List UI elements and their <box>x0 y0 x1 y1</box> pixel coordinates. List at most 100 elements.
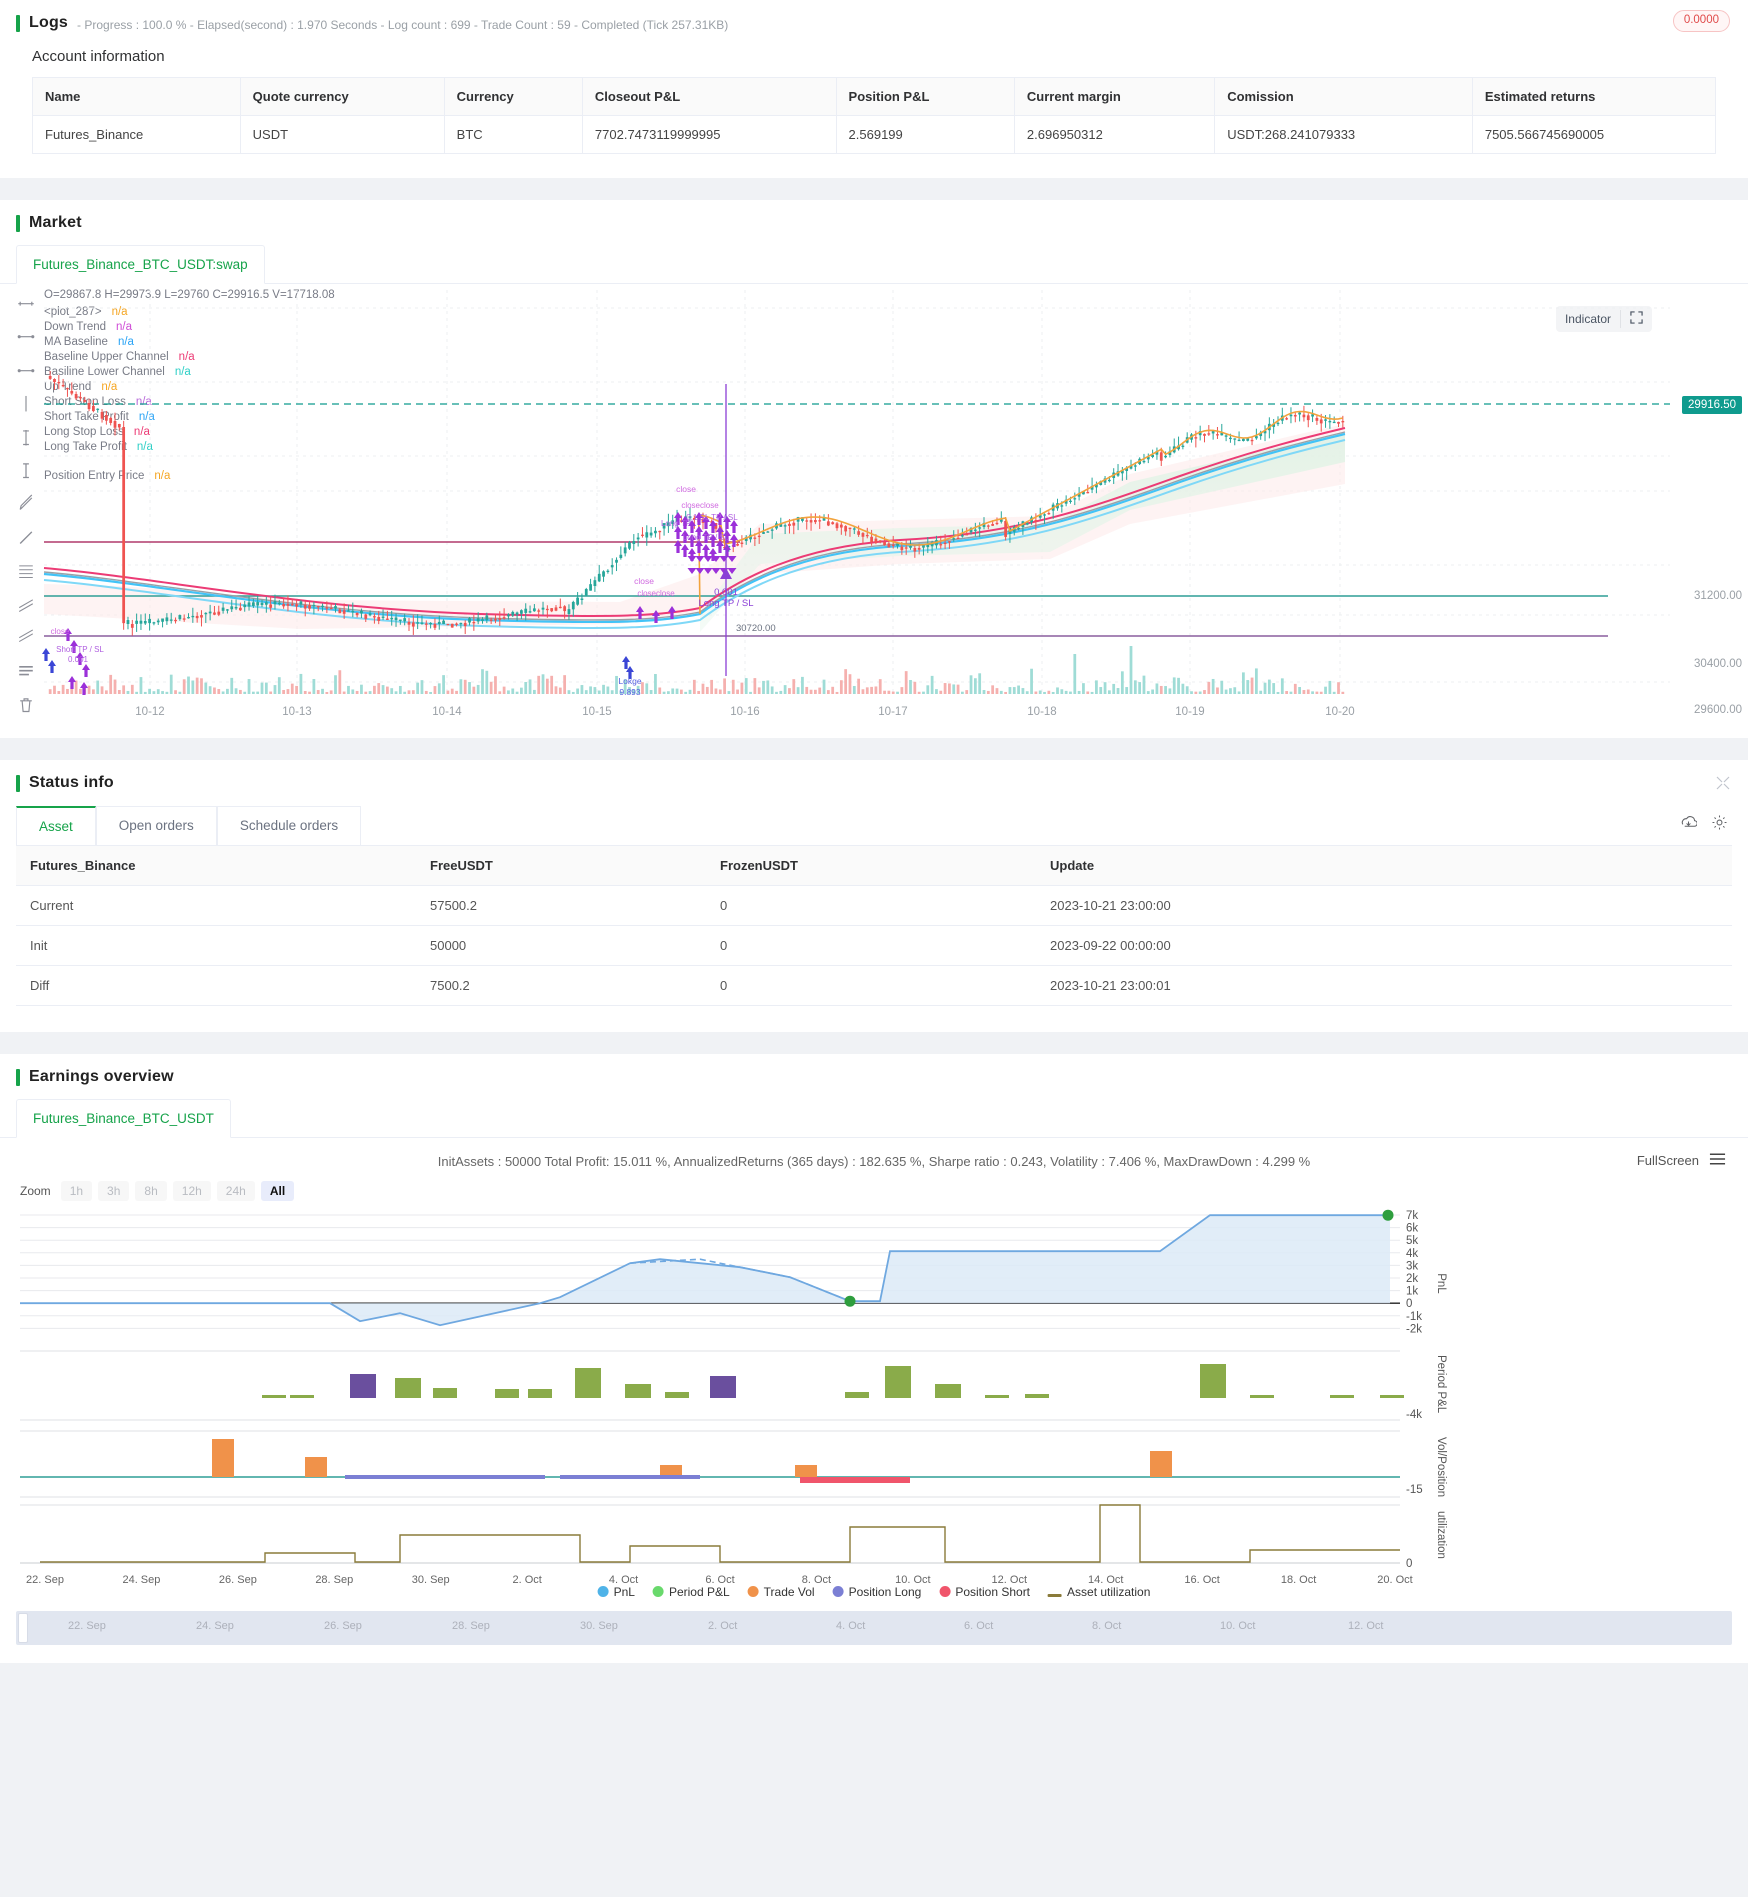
tab-schedule-orders[interactable]: Schedule orders <box>216 806 362 845</box>
cross-cursor-icon[interactable] <box>16 294 36 313</box>
trend-line-icon[interactable] <box>16 327 36 346</box>
status-info-header: Status info <box>0 760 1748 798</box>
chart-drawing-toolbar[interactable] <box>8 294 44 714</box>
time-tick: 10-18 <box>1027 706 1057 718</box>
navigator-tick: 4. Oct <box>836 1620 866 1632</box>
indicator-button[interactable]: Indicator <box>1555 306 1652 332</box>
legend-period-pl[interactable]: Period P&L <box>652 1585 730 1599</box>
zoom-12h-button[interactable]: 12h <box>172 1181 211 1201</box>
ma-ribbon-cyan-2 <box>43 439 1346 629</box>
parallel-channel-icon[interactable] <box>16 595 36 614</box>
svg-text:30. Sep: 30. Sep <box>412 1574 450 1586</box>
tab-futures-binance-btc-usdt[interactable]: Futures_Binance_BTC_USDT <box>16 1099 231 1138</box>
tab-open-orders[interactable]: Open orders <box>95 806 217 845</box>
tp-arrow-icon <box>720 568 732 579</box>
tab-futures-binance-btc-usdt-swap[interactable]: Futures_Binance_BTC_USDT:swap <box>16 245 265 284</box>
zoom-8h-button[interactable]: 8h <box>135 1181 167 1201</box>
vertical-line-icon[interactable] <box>16 394 36 413</box>
market-chart[interactable]: O=29867.8 H=29973.9 L=29760 C=29916.5 V=… <box>0 284 1748 973</box>
cell-row-label: Init <box>16 925 416 966</box>
cell-frozen-usdt: 0 <box>706 965 1036 1006</box>
legend-item-plot287: <plot_287> n/a <box>44 305 335 320</box>
svg-text:utilization: utilization <box>1435 1511 1447 1559</box>
col-position-pl: Position P&L <box>835 77 1015 116</box>
zoom-3h-button[interactable]: 3h <box>98 1181 130 1201</box>
earnings-chart[interactable]: 7k 6k 5k 4k 3k 2k 1k 0 -1k -2k -4k -15 0 22. Sep 24. … <box>0 1205 1748 1605</box>
panel-divider-2 <box>0 738 1748 760</box>
gear-icon[interactable] <box>1711 814 1728 834</box>
svg-text:2. Oct: 2. Oct <box>512 1574 541 1586</box>
cell-row-label[interactable]: Current <box>16 885 416 926</box>
trash-icon[interactable] <box>16 695 36 714</box>
vol-position-series <box>212 1439 1172 1483</box>
table-row: Futures_Binance USDT BTC 7702.7473119999… <box>32 115 1717 154</box>
cell-quote-currency: USDT <box>239 115 445 154</box>
svg-text:18. Oct: 18. Oct <box>1281 1574 1316 1586</box>
hamburger-icon[interactable] <box>1709 1152 1726 1169</box>
legend-asset-utilization[interactable]: Asset utilization <box>1048 1585 1150 1599</box>
svg-text:close: close <box>676 484 696 494</box>
horizontal-ray-icon[interactable] <box>16 361 36 380</box>
pane-axis-labels: PnL Period P&L Vol/Position utilization <box>1435 1273 1447 1559</box>
status-badge: 0.0000 <box>1672 10 1730 32</box>
legend-position-long[interactable]: Position Long <box>832 1585 921 1599</box>
measure-icon[interactable] <box>16 428 36 447</box>
fullscreen-label[interactable]: FullScreen <box>1636 1153 1699 1168</box>
svg-text:24. Sep: 24. Sep <box>122 1574 160 1586</box>
earnings-tabs: Futures_Binance_BTC_USDT <box>0 1092 1748 1138</box>
svg-text:9.893: 9.893 <box>619 687 641 697</box>
status-tabs[interactable]: Asset Open orders Schedule orders <box>16 806 1732 845</box>
cell-free-usdt: 57500.2 <box>416 885 706 926</box>
fib-retracement-icon[interactable] <box>16 561 36 580</box>
zoom-1h-button[interactable]: 1h <box>60 1181 93 1201</box>
time-tick: 10-15 <box>582 706 612 718</box>
cell-free-usdt: 50000 <box>416 925 706 966</box>
legend-pnl[interactable]: PnL <box>597 1585 635 1599</box>
zoom-all-button[interactable]: All <box>260 1181 295 1201</box>
col-name: Name <box>32 77 241 116</box>
last-price-tag: 29916.50 <box>1682 396 1742 414</box>
collapse-icon[interactable] <box>1716 776 1730 793</box>
chart-navigator[interactable]: 22. Sep 24. Sep 26. Sep 28. Sep 30. Sep 2. Oc… <box>16 1611 1732 1645</box>
section-accent-bar <box>16 774 20 792</box>
button-divider <box>1620 310 1621 328</box>
zoom-controls[interactable]: Zoom 1h 3h 8h 12h 24h All <box>0 1175 1748 1205</box>
zoom-label: Zoom <box>20 1184 51 1198</box>
svg-text:26. Sep: 26. Sep <box>219 1574 257 1586</box>
text-icon[interactable] <box>16 661 36 680</box>
legend-value: n/a <box>135 396 152 408</box>
earnings-legend[interactable]: PnL Period P&L Trade Vol Position Long P… <box>597 1585 1150 1599</box>
market-title: Market <box>29 214 82 231</box>
cell-comission: USDT:268.241079333 <box>1214 115 1473 154</box>
table-row: Current 57500.2 0 2023-10-21 23:00:00 <box>16 885 1732 926</box>
asset-utilization-series <box>40 1504 1400 1563</box>
legend-value: n/a <box>111 306 128 318</box>
col-free-usdt: FreeUSDT <box>416 845 706 886</box>
status-toolbar[interactable] <box>1680 814 1728 834</box>
fullscreen-icon[interactable] <box>1621 306 1652 332</box>
pitchfork-icon[interactable] <box>16 628 36 647</box>
time-axis[interactable]: 10-12 10-13 10-14 10-15 10-16 10-17 10-1… <box>0 706 1748 730</box>
cell-estimated-returns: 7505.566745690005 <box>1471 115 1717 154</box>
legend-label: Basiline Lower Channel <box>44 366 165 378</box>
logs-subtitle: - Progress : 100.0 % - Elapsed(second) :… <box>77 17 729 32</box>
svg-text:4. Oct: 4. Oct <box>609 1574 638 1586</box>
svg-text:0: 0 <box>1406 1558 1412 1570</box>
fullscreen-control[interactable]: FullScreen <box>1637 1152 1726 1169</box>
navigator-left-handle[interactable] <box>18 1613 28 1643</box>
bracket-icon[interactable] <box>16 461 36 480</box>
tab-asset[interactable]: Asset <box>16 806 96 845</box>
indicator-label[interactable]: Indicator <box>1564 312 1611 326</box>
price-axis[interactable]: 31200.00 30400.00 29600.00 28800.00 2800… <box>1670 284 1748 973</box>
price-tick-30400: 30400.00 <box>1694 658 1742 670</box>
svg-text:closeclose: closeclose <box>681 501 719 510</box>
pencil-icon[interactable] <box>16 494 36 513</box>
svg-text:3k: 3k <box>1406 1260 1418 1272</box>
legend-trade-vol[interactable]: Trade Vol <box>747 1585 815 1599</box>
legend-position-short[interactable]: Position Short <box>939 1585 1030 1599</box>
brush-icon[interactable] <box>16 528 36 547</box>
zoom-24h-button[interactable]: 24h <box>216 1181 255 1201</box>
download-icon[interactable] <box>1680 814 1698 834</box>
legend-item-basiline-lower-channel: Basiline Lower Channel n/a <box>44 365 335 380</box>
